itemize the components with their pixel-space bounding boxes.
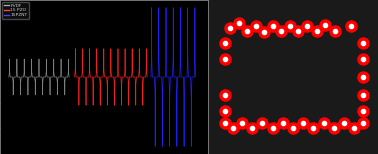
Legend: PVDF, 15 PZO, 15PZNT: PVDF, 15 PZO, 15PZNT bbox=[2, 2, 29, 18]
